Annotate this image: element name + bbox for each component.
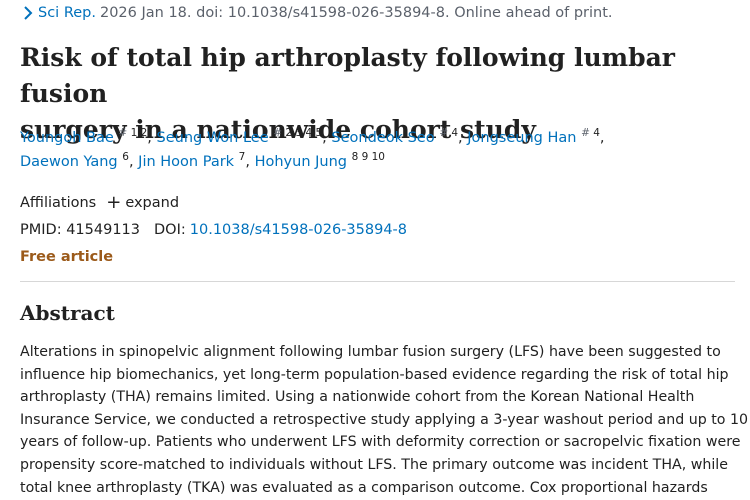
citation-details: 2026 Jan 18. doi: 10.1038/s41598-026-358… xyxy=(99,5,613,21)
pmid-label: PMID: xyxy=(20,222,62,238)
author-link[interactable]: Daewon Yang xyxy=(20,154,118,170)
affiliations-row: Affiliations + expand xyxy=(20,192,179,214)
author-link[interactable]: Jin Hoon Park xyxy=(138,154,235,170)
section-divider xyxy=(20,281,735,282)
author-affiliation-refs[interactable]: 6 xyxy=(122,151,129,164)
author-link[interactable]: Seondeok Seo xyxy=(331,130,435,146)
author-item: Daewon Yang 6, xyxy=(20,151,134,170)
author-affiliation-refs[interactable]: 7 xyxy=(238,151,246,164)
author-link[interactable]: Hohyun Jung xyxy=(254,154,347,170)
abstract-line: Alterations in spinopelvic alignment fol… xyxy=(20,344,721,360)
author-link[interactable]: Youngoh Bae xyxy=(20,130,114,146)
author-affiliation-refs[interactable]: # 4 xyxy=(581,127,600,140)
author-affiliation-refs[interactable]: # 1 2 xyxy=(118,127,148,140)
plus-icon: + xyxy=(106,192,122,213)
abstract-line: propensity score-matched to individuals … xyxy=(20,456,728,473)
abstract-text: Alterations in spinopelvic alignment fol… xyxy=(20,341,749,499)
affiliations-label: Affiliations xyxy=(20,195,97,211)
doi-link[interactable]: 10.1038/s41598-026-35894-8 xyxy=(189,222,408,238)
abstract-line: total knee arthroplasty (TKA) was evalua… xyxy=(20,479,708,496)
affiliations-expand-button[interactable]: + expand xyxy=(106,192,180,213)
author-item: Hohyun Jung 8 9 10 xyxy=(254,151,385,170)
author-list: Youngoh Bae # 1 2, Seung Won Lee # 2 3 4… xyxy=(20,126,735,174)
article-title-line-1: Risk of total hip arthroplasty following… xyxy=(20,43,675,108)
journal-link[interactable]: Sci Rep. xyxy=(38,5,96,21)
abstract-heading: Abstract xyxy=(20,301,115,325)
author-affiliation-refs[interactable]: 8 9 10 xyxy=(351,151,385,164)
article-title-line-2: surgery in a nationwide cohort study xyxy=(20,115,536,144)
author-item: Seondeok Seo # 4, xyxy=(331,127,463,146)
author-item: Youngoh Bae # 1 2, xyxy=(20,127,152,146)
author-link[interactable]: Jongseung Han xyxy=(467,130,577,146)
abstract-line: years of follow-up. Patients who underwe… xyxy=(20,434,741,451)
article-title: Risk of total hip arthroplasty following… xyxy=(20,40,735,148)
doi-label: DOI: xyxy=(154,222,186,238)
free-article-badge: Free article xyxy=(20,249,114,265)
chevron-right-icon[interactable] xyxy=(20,5,36,21)
abstract-line: arthroplasty (THA) remains limited. Usin… xyxy=(20,389,695,406)
author-item: Seung Won Lee # 2 3 4 5, xyxy=(156,127,327,146)
abstract-line: Insurance Service, we conducted a retros… xyxy=(20,411,749,428)
author-link[interactable]: Seung Won Lee xyxy=(156,130,269,146)
author-item: Jin Hoon Park 7, xyxy=(138,151,250,170)
author-affiliation-refs[interactable]: # 2 3 4 5 xyxy=(273,127,323,140)
pmid-value: 41549113 xyxy=(66,222,141,238)
author-item: Jongseung Han # 4, xyxy=(467,127,605,146)
citation-line: Sci Rep. 2026 Jan 18. doi: 10.1038/s4159… xyxy=(20,2,613,24)
expand-label: expand xyxy=(125,195,180,211)
author-affiliation-refs[interactable]: # 4 xyxy=(439,127,459,140)
abstract-line: influence hip biomechanics, yet long-ter… xyxy=(20,366,729,383)
identifiers-row: PMID: 41549113 DOI: 10.1038/s41598-026-3… xyxy=(20,219,407,241)
